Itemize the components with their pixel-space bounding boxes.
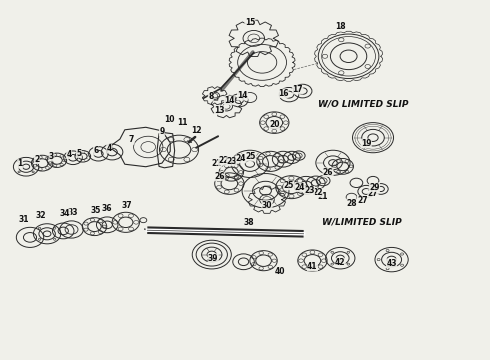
Text: 42: 42 [335, 258, 345, 267]
Text: 41: 41 [307, 262, 318, 271]
Text: 25: 25 [245, 152, 256, 161]
Text: 16: 16 [278, 89, 288, 98]
Text: 39: 39 [208, 254, 219, 263]
Text: 32: 32 [35, 211, 46, 220]
Text: 17: 17 [293, 85, 303, 94]
Text: 21: 21 [317, 192, 327, 201]
Text: 30: 30 [262, 201, 272, 210]
Text: W/O LIMITED SLIP: W/O LIMITED SLIP [318, 99, 409, 108]
Text: 22: 22 [312, 188, 322, 197]
Text: 24: 24 [236, 154, 246, 163]
Text: W/LIMITED SLIP: W/LIMITED SLIP [322, 218, 402, 227]
Text: 38: 38 [244, 218, 254, 227]
Text: 8: 8 [208, 92, 214, 101]
Text: 37: 37 [122, 201, 132, 210]
Text: 29: 29 [369, 183, 380, 192]
Text: 25: 25 [284, 181, 294, 190]
Text: 18: 18 [335, 22, 345, 31]
Text: 24: 24 [294, 183, 305, 192]
Text: 27: 27 [368, 189, 378, 198]
Text: 43: 43 [386, 259, 397, 268]
Text: 21: 21 [211, 159, 222, 168]
Text: 28: 28 [346, 199, 357, 208]
Text: 14: 14 [224, 96, 235, 105]
Text: 2: 2 [34, 155, 40, 164]
Text: 13: 13 [214, 105, 225, 114]
Text: 34: 34 [60, 209, 71, 218]
Text: 4: 4 [106, 144, 112, 153]
Text: 1: 1 [18, 159, 23, 168]
Text: 33: 33 [68, 208, 78, 217]
Text: 26: 26 [214, 172, 225, 181]
Text: 7: 7 [129, 135, 134, 144]
Text: 26: 26 [323, 168, 333, 177]
Text: 23: 23 [226, 157, 237, 166]
Text: 19: 19 [361, 139, 371, 148]
Text: 31: 31 [19, 215, 29, 224]
Text: 40: 40 [275, 267, 286, 276]
Text: 20: 20 [269, 120, 280, 129]
Text: 27: 27 [357, 196, 368, 205]
Text: 3: 3 [49, 152, 54, 161]
Text: 11: 11 [177, 118, 188, 127]
Text: 36: 36 [102, 204, 113, 213]
Text: 4: 4 [67, 150, 72, 159]
Text: 10: 10 [164, 114, 174, 123]
Text: 5: 5 [76, 149, 81, 158]
Text: 35: 35 [91, 206, 101, 215]
Text: 9: 9 [159, 127, 165, 136]
Text: 23: 23 [304, 186, 315, 195]
Text: 14: 14 [237, 91, 248, 100]
Text: 22: 22 [218, 157, 229, 166]
Text: 15: 15 [245, 18, 255, 27]
Text: 12: 12 [191, 126, 201, 135]
Text: 6: 6 [94, 146, 98, 155]
